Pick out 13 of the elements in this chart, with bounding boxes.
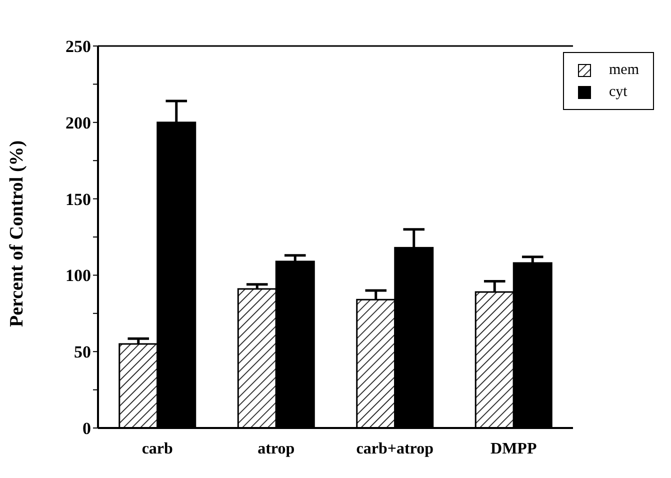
x-tick-label: atrop bbox=[258, 440, 295, 458]
y-tick-label: 150 bbox=[66, 190, 91, 209]
y-tick-label: 0 bbox=[82, 419, 91, 438]
x-tick-label: carb bbox=[142, 440, 174, 458]
y-axis-title: Percent of Control (%) bbox=[6, 140, 28, 327]
legend-label: cyt bbox=[609, 83, 628, 102]
y-tick-label: 100 bbox=[66, 266, 91, 286]
y-tick-label: 200 bbox=[66, 113, 91, 132]
y-tick-label: 250 bbox=[66, 37, 91, 56]
y-tick-label: 50 bbox=[74, 342, 91, 362]
legend-label: mem bbox=[609, 61, 639, 80]
x-tick-label: DMPP bbox=[490, 440, 537, 458]
x-tick-label: carb+atrop bbox=[356, 440, 434, 458]
